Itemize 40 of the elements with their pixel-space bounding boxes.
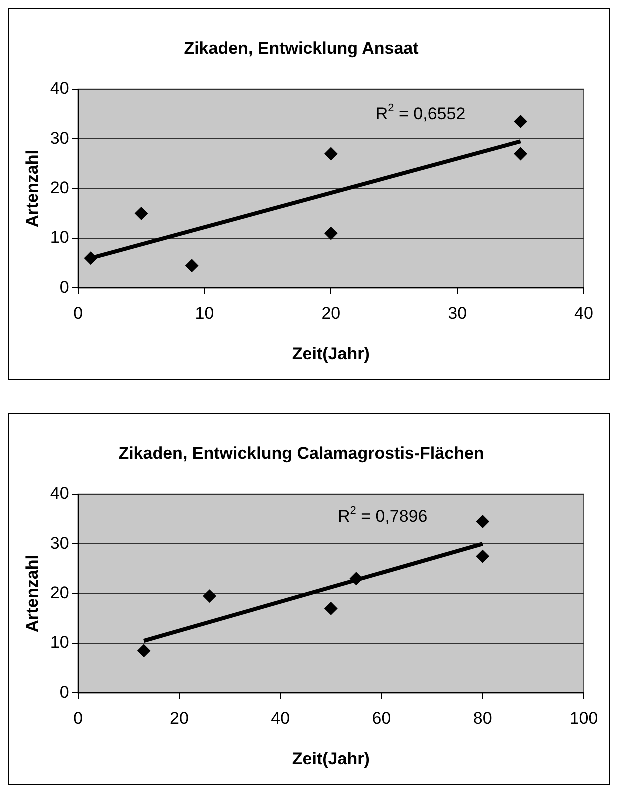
x-tick-label: 0 — [74, 304, 84, 324]
point — [514, 115, 528, 128]
point — [138, 644, 151, 658]
x-tick-label: 10 — [195, 304, 214, 324]
point — [350, 572, 363, 586]
y-tick-label: 10 — [50, 228, 70, 248]
point — [324, 148, 338, 161]
x-axis-title: Zeit(Jahr) — [292, 344, 370, 364]
y-axis-title: Artenzahl — [22, 555, 42, 633]
point — [324, 227, 338, 240]
y-tick-label: 30 — [50, 534, 70, 553]
point — [476, 550, 490, 564]
point — [514, 148, 528, 161]
point — [476, 515, 490, 528]
x-tick-label: 20 — [170, 709, 189, 728]
x-tick-label: 20 — [322, 304, 341, 324]
x-tick-label: 80 — [473, 709, 492, 728]
y-tick-label: 20 — [50, 178, 70, 198]
x-tick-label: 60 — [372, 709, 392, 728]
point — [84, 252, 98, 265]
y-tick-label: 30 — [50, 128, 70, 148]
y-tick-label: 10 — [50, 633, 70, 652]
chart-title: Zikaden, Entwicklung Calamagrostis-Flächen — [118, 444, 484, 463]
point — [324, 602, 338, 616]
y-tick-label: 20 — [50, 583, 70, 602]
chart-title: Zikaden, Entwicklung Ansaat — [184, 38, 420, 58]
x-tick-label: 40 — [574, 304, 594, 324]
x-tick-label: 100 — [570, 709, 598, 728]
point — [203, 590, 216, 603]
y-axis-title: Artenzahl — [22, 150, 42, 228]
point — [135, 207, 148, 220]
y-tick-label: 40 — [50, 484, 70, 504]
y-tick-label: 0 — [60, 278, 70, 297]
x-axis-title: Zeit(Jahr) — [292, 749, 370, 768]
y-tick-label: 0 — [60, 682, 70, 702]
y-tick-label: 40 — [50, 79, 70, 98]
x-tick-label: 0 — [74, 709, 84, 728]
x-tick-label: 30 — [448, 304, 468, 324]
x-tick-label: 40 — [271, 709, 290, 728]
point — [186, 259, 199, 272]
